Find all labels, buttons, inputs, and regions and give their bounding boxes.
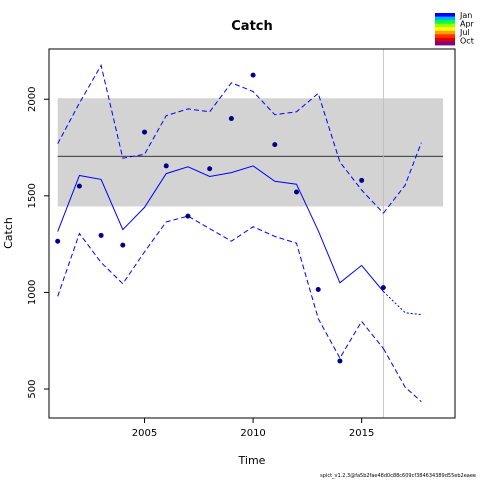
observed-point — [142, 129, 148, 135]
legend-swatch — [435, 27, 455, 32]
observed-point — [272, 142, 278, 148]
legend-swatch — [435, 37, 455, 42]
x-tick-label: 2010 — [240, 428, 265, 439]
x-axis-label: Time — [238, 454, 266, 467]
observed-point — [207, 166, 213, 172]
observed-point — [76, 183, 82, 189]
series-line-0 — [57, 165, 384, 292]
observed-point — [98, 232, 104, 238]
observed-point — [380, 285, 386, 291]
observed-point — [250, 72, 256, 78]
legend-swatch — [435, 23, 455, 28]
series-line-2 — [57, 215, 384, 360]
observed-point — [228, 116, 234, 122]
legend-swatch — [435, 34, 455, 39]
y-tick-label: 500 — [27, 379, 38, 398]
y-axis-label: Catch — [2, 217, 15, 249]
y-tick-label: 1500 — [27, 183, 38, 208]
observed-point — [337, 358, 343, 364]
observed-point — [185, 213, 191, 219]
observed-point — [163, 163, 169, 169]
legend-swatch — [435, 30, 455, 35]
y-tick-label: 2000 — [27, 87, 38, 112]
legend-swatch — [435, 16, 455, 21]
observed-point — [55, 238, 61, 244]
legend-label: Oct — [460, 37, 474, 46]
version-footnote: spict_v1.2.3@fa5b2fae48d0c88c609cf384634… — [320, 473, 476, 479]
observed-point — [359, 177, 365, 183]
legend-label: Apr — [460, 20, 475, 29]
series-line-1 — [57, 64, 384, 214]
legend-swatch — [435, 20, 455, 25]
legend-label: Jul — [459, 28, 470, 37]
plot-frame — [48, 48, 456, 419]
chart-title: Catch — [231, 19, 273, 34]
legend-swatch — [435, 13, 455, 17]
legend-label: Jan — [459, 11, 472, 20]
y-tick-label: 1000 — [27, 280, 38, 305]
series-line-5 — [382, 348, 422, 402]
x-tick-label: 2015 — [349, 428, 374, 439]
observed-point — [315, 287, 321, 293]
series-line-4 — [383, 291, 422, 316]
series-line-3 — [383, 142, 422, 214]
observed-point — [294, 189, 300, 195]
reference-band — [57, 98, 444, 207]
observed-point — [120, 242, 126, 248]
axes: 2005 2010 2015 500 1000 1500 2000 — [27, 87, 374, 439]
plot-area — [55, 49, 444, 418]
x-tick-label: 2005 — [132, 428, 157, 439]
legend-swatch — [435, 41, 455, 46]
